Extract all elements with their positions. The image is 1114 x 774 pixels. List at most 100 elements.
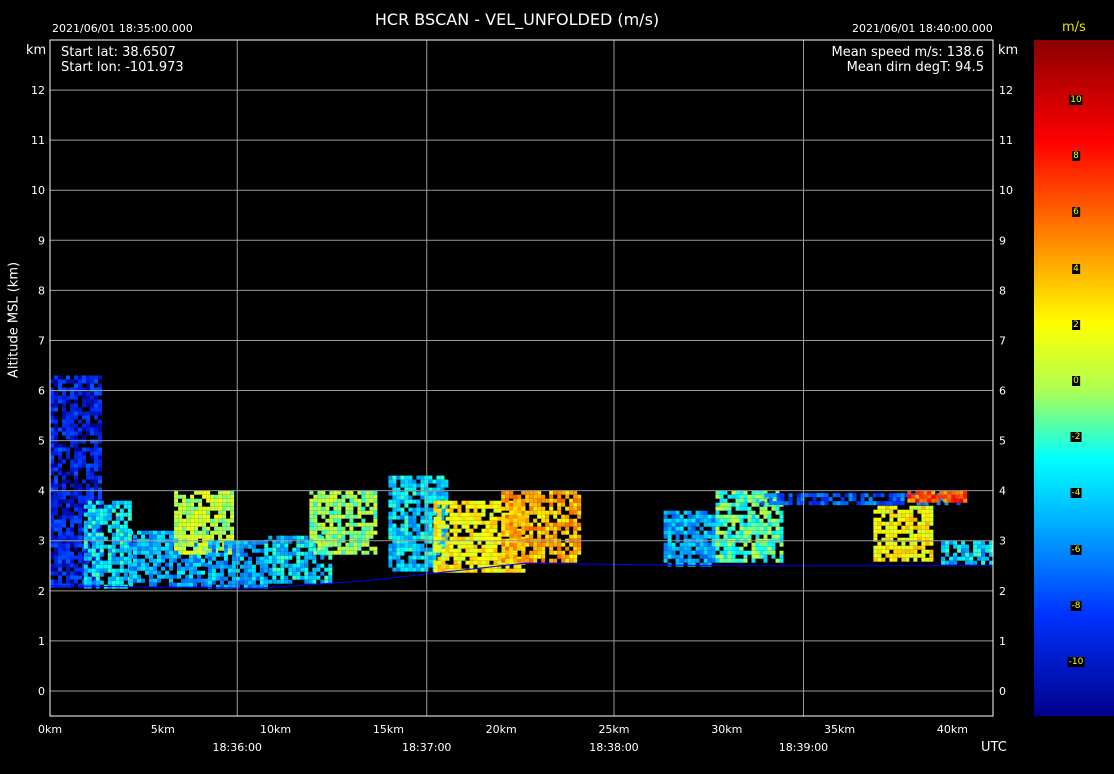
echo-cell [165,554,169,559]
echo-cell [767,526,772,531]
echo-cell [889,557,894,562]
echo-cell [537,494,542,499]
echo-cell [193,558,197,563]
echo-cell [345,510,350,515]
echo-cell [103,520,108,525]
echo-cell [889,545,894,550]
echo-cell [485,552,490,557]
echo-cell [703,514,708,519]
echo-cell [735,530,740,535]
echo-cell [873,529,878,534]
echo-cell [218,494,223,499]
echo-cell [263,576,268,581]
echo-cell [218,506,223,511]
echo-cell [489,532,494,537]
echo-cell [207,576,212,581]
echo-cell [99,560,104,565]
echo-cell [885,537,890,542]
echo-cell [70,439,74,444]
echo-cell [50,539,54,544]
echo-cell [573,518,578,523]
echo-cell [194,530,199,535]
echo-cell [565,526,570,531]
echo-cell [457,520,462,525]
echo-cell [255,560,260,565]
echo-cell [751,494,756,499]
echo-cell [50,527,54,532]
echo-cell [513,514,518,519]
echo-cell [149,534,153,539]
echo-cell [99,572,104,577]
echo-cell [388,555,393,560]
echo-cell [58,447,62,452]
echo-cell [197,574,201,579]
echo-cell [70,427,74,432]
echo-cell [94,443,98,448]
echo-cell [715,502,720,507]
echo-cell [239,580,244,585]
echo-cell [400,551,405,556]
echo-cell [111,560,116,565]
echo-cell [86,475,90,480]
echo-cell [190,542,195,547]
echo-cell [198,490,203,495]
echo-cell [251,544,256,549]
echo-cell [70,511,74,516]
echo-cell [87,536,92,541]
echo-cell [137,562,141,567]
echo-cell [66,583,70,588]
echo-cell [683,550,688,555]
echo-cell [263,568,268,573]
echo-cell [545,522,550,527]
echo-cell [202,526,207,531]
echo-cell [194,514,199,519]
echo-cell [239,552,244,557]
echo-cell [349,526,354,531]
echo-cell [66,455,70,460]
colorbar-tick-label: -10 [1067,657,1085,667]
echo-cell [453,536,458,541]
y-tick-label-right: 10 [999,184,1013,197]
echo-cell [525,554,530,559]
echo-cell [477,536,482,541]
echo-cell [251,564,256,569]
echo-cell [888,501,893,506]
echo-cell [396,475,401,480]
echo-cell [197,570,201,575]
echo-cell [945,540,950,545]
echo-cell [796,493,801,498]
echo-cell [432,511,437,516]
echo-cell [441,524,446,529]
echo-cell [58,375,62,380]
echo-cell [573,542,578,547]
echo-cell [320,555,325,560]
echo-cell [90,407,94,412]
echo-cell [50,379,54,384]
echo-cell [889,509,894,514]
echo-cell [428,547,433,552]
echo-cell [280,551,285,556]
echo-cell [449,512,454,517]
echo-cell [541,558,546,563]
echo-cell [723,542,728,547]
echo-cell [95,564,100,569]
echo-cell [119,552,124,557]
echo-cell [197,578,201,583]
echo-cell [868,497,873,502]
echo-cell [513,510,518,515]
echo-cell [219,552,224,557]
echo-cell [198,530,203,535]
echo-cell [62,411,66,416]
echo-cell [210,534,215,539]
echo-cell [226,502,231,507]
echo-cell [365,530,370,535]
echo-cell [404,483,409,488]
echo-cell [62,539,66,544]
echo-cell [719,514,724,519]
echo-cell [165,550,169,555]
echo-cell [885,533,890,538]
echo-cell [408,483,413,488]
echo-cell [78,519,82,524]
echo-cell [161,546,165,551]
echo-cell [441,560,446,565]
